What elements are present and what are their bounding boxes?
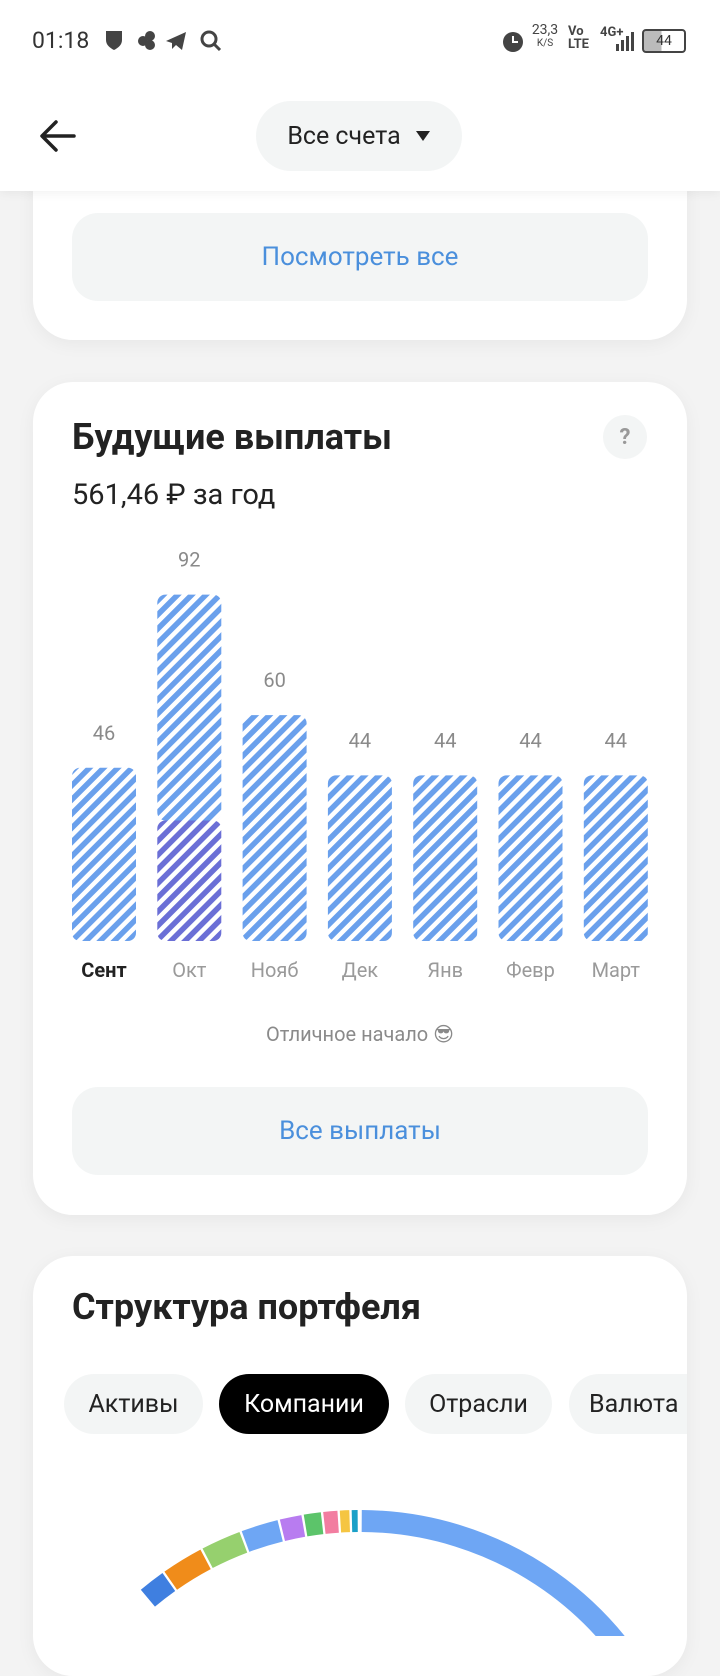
donut-segment xyxy=(362,1521,670,1636)
structure-card: Структура портфеля Активы Компании Отрас… xyxy=(33,1256,687,1676)
bar-total-label: 44 xyxy=(349,728,371,752)
alarm-icon xyxy=(500,28,526,54)
bar-segment xyxy=(499,775,563,941)
speed-value: 23,3 xyxy=(530,24,560,37)
all-payouts-button[interactable]: Все выплаты xyxy=(72,1087,648,1175)
tab[interactable]: Отрасли xyxy=(405,1374,552,1434)
page: Будущие выплаты {"status_bar": {"time": … xyxy=(0,0,720,1612)
x-tick-label: Сент xyxy=(81,958,126,982)
bar-segment xyxy=(328,775,392,941)
signal-icon xyxy=(612,30,638,52)
portfolio-donut xyxy=(33,1436,687,1636)
payouts-note: Отличное начало 😎 xyxy=(33,1022,687,1046)
donut-segment xyxy=(324,1522,338,1523)
donut-segment xyxy=(171,1559,206,1580)
status-time: 01:18 xyxy=(32,27,89,54)
tab[interactable]: Валюта xyxy=(569,1374,687,1434)
account-selector[interactable]: Все счета xyxy=(256,101,462,171)
bar-segment xyxy=(584,775,648,941)
account-selector-label: Все счета xyxy=(287,122,400,151)
x-tick-label: Дек xyxy=(342,958,379,982)
x-tick-label: Март xyxy=(592,958,641,982)
x-tick-label: Февр xyxy=(506,958,555,982)
view-all-button[interactable]: Посмотреть все xyxy=(72,213,648,301)
x-tick-label: Янв xyxy=(427,958,463,982)
donut-segment xyxy=(148,1582,169,1598)
tab-selected[interactable]: Компании xyxy=(219,1374,389,1434)
bar-total-label: 92 xyxy=(178,548,200,572)
structure-title: Структура портфеля xyxy=(72,1286,421,1328)
bar-segment xyxy=(72,768,136,941)
x-tick-label: Нояб xyxy=(251,958,299,982)
bar-total-label: 44 xyxy=(605,728,627,752)
back-button[interactable] xyxy=(38,118,78,154)
bar-segment xyxy=(413,775,477,941)
donut-segment xyxy=(306,1523,323,1525)
tab[interactable]: Активы xyxy=(64,1374,203,1434)
donut-segment xyxy=(282,1526,303,1530)
status-icons xyxy=(104,28,224,54)
bar-segment xyxy=(157,821,221,941)
bar-total-label: 60 xyxy=(263,668,285,692)
speed-unit: K/S xyxy=(530,37,560,50)
bar-segment xyxy=(157,595,221,821)
x-tick-label: Окт xyxy=(172,958,207,982)
donut-segment xyxy=(246,1531,281,1542)
dropdown-arrow xyxy=(415,130,431,142)
bar-total-label: 46 xyxy=(93,721,115,745)
payouts-chart: 46 Сент 92 Окт 60 Нояб 44 Дек 44 Янв 44 Февр 44 Март xyxy=(33,382,687,1022)
battery: 44 xyxy=(642,29,686,53)
bar-total-label: 44 xyxy=(519,728,541,752)
bar-total-label: 44 xyxy=(434,728,456,752)
bar-segment xyxy=(243,715,307,941)
volte-bottom: LTE xyxy=(568,38,589,51)
donut-segment xyxy=(208,1542,244,1558)
